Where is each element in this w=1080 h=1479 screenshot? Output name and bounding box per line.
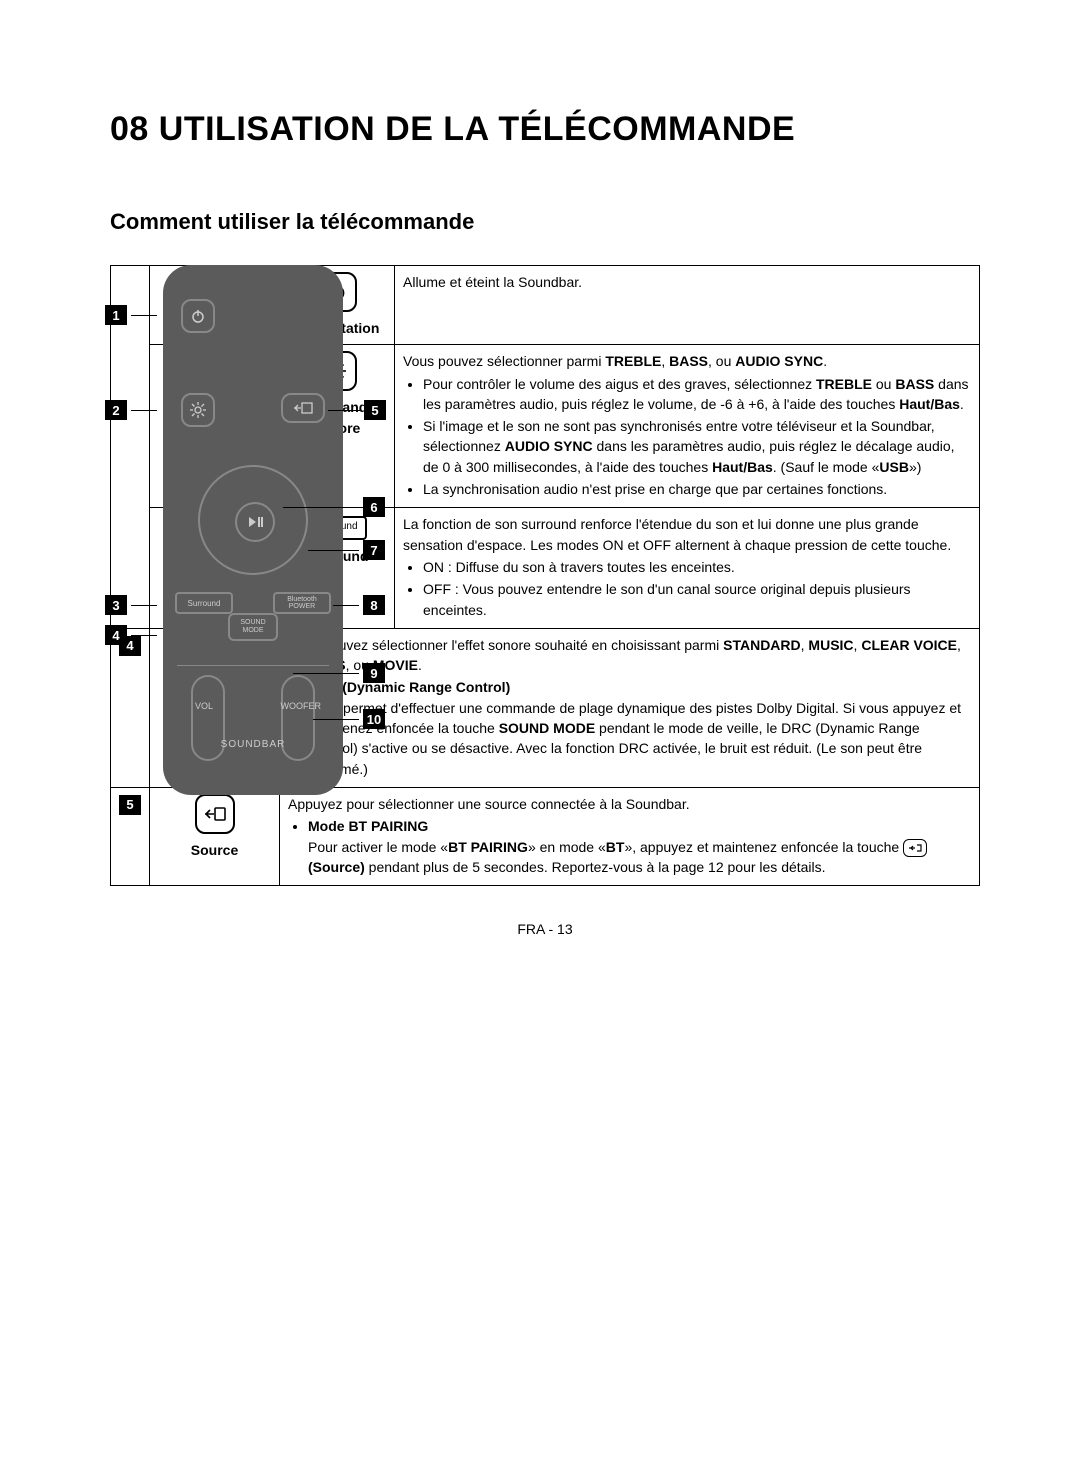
remote-dpad-ring xyxy=(198,465,308,575)
remote-surround-button: Surround xyxy=(175,592,233,614)
remote-sound-control-button xyxy=(181,393,215,427)
callout-4: 4 xyxy=(105,625,157,645)
vol-label: VOL xyxy=(195,701,213,711)
soundbar-label: SOUNDBAR xyxy=(163,739,343,750)
section-number: 08 xyxy=(110,110,149,148)
callout-6: 6 xyxy=(283,497,385,517)
remote-bluetooth-power-button: Bluetooth POWER xyxy=(273,592,331,614)
table-row: 5 Source Appuyez pour sélectionner une s… xyxy=(111,787,980,885)
subsection-title: Comment utiliser la télécommande xyxy=(110,209,980,235)
description: Vous pouvez sélectionner parmi TREBLE, B… xyxy=(395,345,980,508)
callout-9: 9 xyxy=(293,663,385,683)
remote-sound-mode-button: SOUND MODE xyxy=(228,613,278,641)
callout-7: 7 xyxy=(308,540,385,560)
callout-5: 5 xyxy=(328,400,386,420)
remote-play-pause-button xyxy=(235,502,275,542)
section-heading: 08 UTILISATION DE LA TÉLÉCOMMANDE xyxy=(110,110,980,149)
remote-diagram: Surround Bluetooth POWER SOUND MODE VOL … xyxy=(133,265,363,795)
button-label: Source xyxy=(191,842,238,858)
callout-3: 3 xyxy=(105,595,157,615)
source-icon xyxy=(195,794,235,834)
description: La fonction de son surround renforce l'é… xyxy=(395,508,980,628)
section-title: UTILISATION DE LA TÉLÉCOMMANDE xyxy=(159,110,795,148)
callout-2: 2 xyxy=(105,400,157,420)
callout-8: 8 xyxy=(333,595,385,615)
row-number: 5 xyxy=(119,795,141,815)
callout-10: 10 xyxy=(313,709,385,729)
description: Appuyez pour sélectionner une source con… xyxy=(280,787,980,885)
callout-1: 1 xyxy=(105,305,157,325)
description: Allume et éteint la Soundbar. xyxy=(395,266,980,345)
remote-power-button xyxy=(181,299,215,333)
remote-source-button xyxy=(281,393,325,423)
description: Vous pouvez sélectionner l'effet sonore … xyxy=(280,628,980,787)
page-footer: FRA - 13 xyxy=(110,921,980,937)
